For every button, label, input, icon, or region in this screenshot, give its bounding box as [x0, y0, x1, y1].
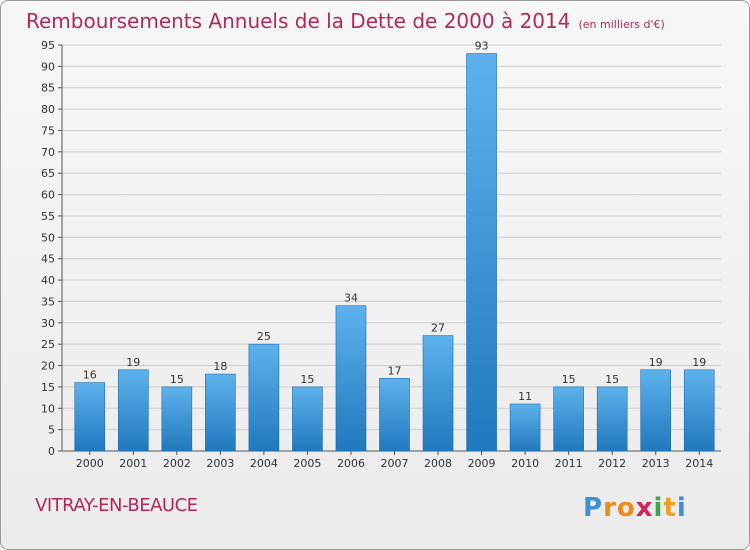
bar	[118, 369, 149, 452]
y-tick-label: 80	[41, 103, 55, 116]
bar	[422, 335, 454, 452]
bar	[683, 369, 715, 452]
x-tick-label: 2012	[598, 457, 626, 470]
data-label: 93	[475, 40, 489, 53]
data-label: 16	[83, 369, 97, 382]
y-tick-label: 85	[41, 82, 55, 95]
x-tick-label: 2009	[468, 457, 496, 470]
data-label: 18	[213, 360, 227, 373]
y-tick-label: 50	[41, 231, 55, 244]
proxiti-logo: Proxiti	[583, 493, 687, 523]
x-tick-label: 2003	[206, 457, 234, 470]
data-label: 19	[692, 356, 706, 369]
y-tick-label: 60	[41, 189, 55, 202]
commune-name: VITRAY-EN-BEAUCE	[35, 495, 198, 516]
y-tick-label: 75	[41, 124, 55, 137]
data-label: 15	[605, 373, 619, 386]
bar	[466, 53, 497, 452]
y-tick-label: 95	[41, 39, 55, 52]
data-label: 19	[649, 356, 663, 369]
bar	[509, 403, 541, 452]
y-tick-label: 25	[41, 338, 55, 351]
y-tick-label: 90	[41, 60, 55, 73]
x-tick-label: 2007	[381, 457, 409, 470]
x-tick-label: 2006	[337, 457, 365, 470]
y-tick-label: 45	[41, 253, 55, 266]
svg-text:Proxiti: Proxiti	[583, 493, 687, 523]
y-tick-label: 65	[41, 167, 55, 180]
y-tick-label: 30	[41, 317, 55, 330]
y-tick-label: 40	[41, 274, 55, 287]
data-label: 34	[344, 292, 358, 305]
chart-subtitle: (en milliers d'€)	[578, 18, 665, 31]
y-tick-label: 0	[48, 445, 55, 458]
y-tick-label: 35	[41, 295, 55, 308]
labels: 0 5 10 15 20 25 30 35 40 45 50 55 60 65 70 75 80 85 90 95 16…	[41, 39, 713, 470]
x-tick-label: 2011	[555, 457, 583, 470]
bar	[379, 378, 410, 452]
x-tick-label: 2005	[293, 457, 321, 470]
chart-title: Remboursements Annuels de la Dette de 20…	[26, 9, 665, 33]
bar	[553, 386, 584, 452]
bar	[596, 386, 628, 452]
bar	[292, 386, 323, 452]
bar	[205, 373, 236, 452]
x-tick-label: 2010	[511, 457, 539, 470]
data-label: 25	[257, 330, 271, 343]
data-label: 15	[562, 373, 576, 386]
x-tick-label: 2013	[642, 457, 670, 470]
x-tick-label: 2002	[163, 457, 191, 470]
data-label: 15	[300, 373, 314, 386]
bar	[248, 343, 280, 452]
y-tick-label: 10	[41, 402, 55, 415]
x-tick-label: 2001	[119, 457, 147, 470]
bars	[74, 53, 715, 452]
y-tick-label: 5	[48, 424, 55, 437]
y-tick-label: 70	[41, 146, 55, 159]
bar	[74, 382, 106, 452]
data-label: 17	[388, 364, 402, 377]
bar	[161, 386, 193, 452]
data-label: 19	[126, 356, 140, 369]
x-tick-label: 2004	[250, 457, 278, 470]
x-tick-label: 2014	[685, 457, 713, 470]
data-label: 27	[431, 322, 445, 335]
x-tick-label: 2000	[76, 457, 104, 470]
bar	[640, 369, 672, 452]
chart-title-text: Remboursements Annuels de la Dette de 20…	[26, 9, 571, 33]
x-tick-label: 2008	[424, 457, 452, 470]
data-label: 15	[170, 373, 184, 386]
y-tick-label: 15	[41, 381, 55, 394]
bar	[335, 305, 367, 452]
y-tick-label: 55	[41, 210, 55, 223]
y-tick-label: 20	[41, 360, 55, 373]
data-label: 11	[518, 390, 532, 403]
